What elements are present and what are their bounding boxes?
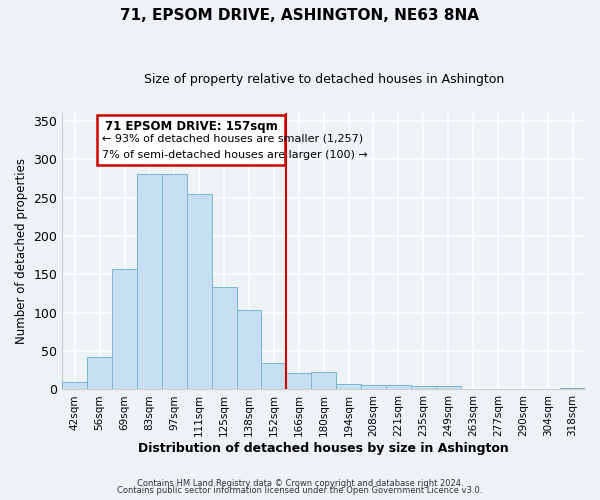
Bar xyxy=(137,174,162,390)
Text: 71 EPSOM DRIVE: 157sqm: 71 EPSOM DRIVE: 157sqm xyxy=(105,120,277,133)
Bar xyxy=(436,386,461,390)
Bar xyxy=(411,386,436,390)
Text: Contains public sector information licensed under the Open Government Licence v3: Contains public sector information licen… xyxy=(118,486,482,495)
Bar xyxy=(162,174,187,390)
Bar xyxy=(361,385,386,390)
Bar xyxy=(87,357,112,390)
Bar xyxy=(112,269,137,390)
Bar xyxy=(187,194,212,390)
X-axis label: Distribution of detached houses by size in Ashington: Distribution of detached houses by size … xyxy=(138,442,509,455)
Text: 7% of semi-detached houses are larger (100) →: 7% of semi-detached houses are larger (1… xyxy=(101,150,367,160)
Bar xyxy=(236,310,262,390)
Title: Size of property relative to detached houses in Ashington: Size of property relative to detached ho… xyxy=(143,72,504,86)
Bar xyxy=(212,288,236,390)
Text: Contains HM Land Registry data © Crown copyright and database right 2024.: Contains HM Land Registry data © Crown c… xyxy=(137,478,463,488)
FancyBboxPatch shape xyxy=(97,116,285,166)
Bar xyxy=(336,384,361,390)
Bar xyxy=(262,362,286,390)
Text: ← 93% of detached houses are smaller (1,257): ← 93% of detached houses are smaller (1,… xyxy=(101,133,363,143)
Text: 71, EPSOM DRIVE, ASHINGTON, NE63 8NA: 71, EPSOM DRIVE, ASHINGTON, NE63 8NA xyxy=(121,8,479,22)
Bar xyxy=(62,382,87,390)
Bar xyxy=(286,372,311,390)
Bar xyxy=(311,372,336,390)
Bar xyxy=(560,388,585,390)
Bar xyxy=(386,385,411,390)
Y-axis label: Number of detached properties: Number of detached properties xyxy=(15,158,28,344)
